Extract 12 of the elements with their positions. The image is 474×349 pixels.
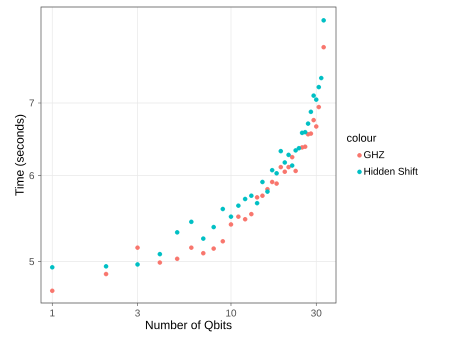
y-tick-label: 6	[29, 172, 34, 180]
legend-label: Hidden Shift	[364, 168, 418, 175]
legend-title: colour	[347, 134, 376, 142]
y-tick-label: 5	[29, 258, 34, 266]
legend-label: GHZ	[364, 151, 384, 158]
x-tick-label: 30	[311, 309, 322, 317]
x-tick-label: 1	[50, 309, 55, 316]
y-tick-label: 7	[29, 100, 34, 106]
x-axis-title: Number of Qbits	[146, 320, 232, 332]
x-tick-label: 10	[226, 309, 236, 317]
y-axis-title: Time (seconds)	[14, 114, 26, 196]
x-tick-label: 3	[135, 309, 140, 317]
